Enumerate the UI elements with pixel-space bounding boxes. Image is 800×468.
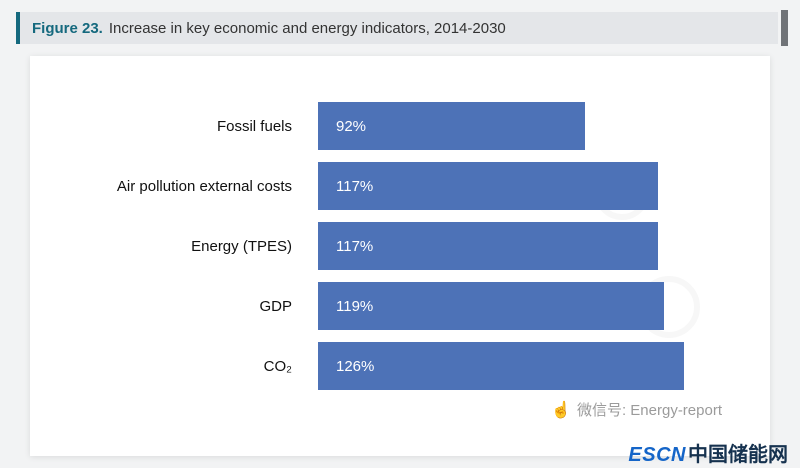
bar-row: Air pollution external costs 117% <box>30 162 770 210</box>
page-edge-shadow <box>781 10 788 46</box>
figure-header: Figure 23. Increase in key economic and … <box>16 12 778 44</box>
bar-row: GDP 119% <box>30 282 770 330</box>
category-label: Fossil fuels <box>216 117 292 135</box>
category-label: GDP <box>259 297 292 315</box>
bar-value-label: 126% <box>336 357 375 375</box>
category-label: Air pollution external costs <box>116 177 292 195</box>
bar-track: 117% <box>318 222 770 270</box>
escn-logo: ESCN 中国储能网 <box>628 438 788 467</box>
bar-value-label: 117% <box>336 177 374 195</box>
bar: 92% <box>318 102 586 150</box>
bar-chart: Fossil fuels 92% Air pollution external … <box>30 102 770 402</box>
escn-logo-cn: 中国储能网 <box>688 444 788 466</box>
bar: 119% <box>318 282 664 330</box>
category-label: CO₂ <box>263 357 292 375</box>
figure-label: Figure 23. <box>32 19 103 37</box>
bar: 117% <box>318 222 658 270</box>
bar-track: 117% <box>318 162 770 210</box>
bar-value-label: 92% <box>336 117 367 135</box>
bar-row: Fossil fuels 92% <box>30 102 770 150</box>
bar-value-label: 119% <box>336 297 374 315</box>
pointing-hand-icon: ☝ <box>551 401 571 419</box>
figure-title: Increase in key economic and energy indi… <box>108 19 506 37</box>
wechat-watermark: ☝ 微信号: Energy-report <box>551 399 722 420</box>
escn-logo-en: ESCN <box>628 444 686 466</box>
bar-row: CO₂ 126% <box>30 342 770 390</box>
bar: 117% <box>318 162 658 210</box>
bar: 126% <box>318 342 685 390</box>
bar-track: 92% <box>318 102 770 150</box>
bar-track: 119% <box>318 282 770 330</box>
category-label: Energy (TPES) <box>191 237 292 255</box>
wechat-label: 微信号: Energy-report <box>576 402 722 419</box>
bar-track: 126% <box>318 342 770 390</box>
bar-row: Energy (TPES) 117% <box>30 222 770 270</box>
bar-value-label: 117% <box>336 237 374 255</box>
chart-panel: Fossil fuels 92% Air pollution external … <box>30 56 770 456</box>
